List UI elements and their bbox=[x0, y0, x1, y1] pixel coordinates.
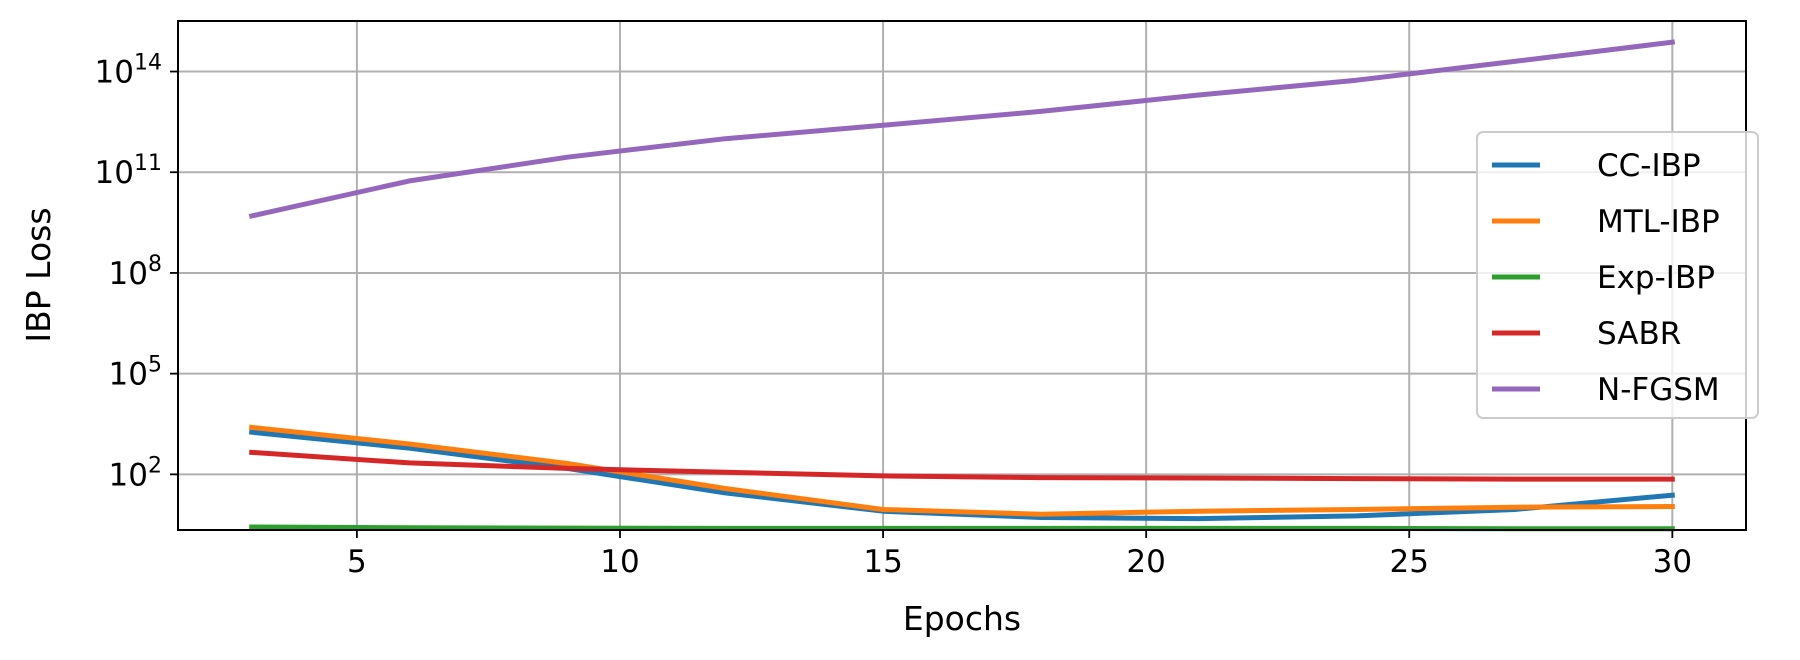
x-tick-label: 25 bbox=[1390, 544, 1429, 580]
y-tick-label: 1014 bbox=[95, 51, 162, 91]
legend-label: SABR bbox=[1597, 316, 1681, 352]
x-axis-label: Epochs bbox=[903, 599, 1021, 638]
series-line-sabr bbox=[249, 449, 1675, 482]
legend-label: N-FGSM bbox=[1597, 372, 1720, 408]
legend-box bbox=[1476, 131, 1759, 419]
series-line-exp-ibp bbox=[249, 524, 1675, 532]
x-tick-label: 20 bbox=[1126, 544, 1165, 580]
x-tick-label: 15 bbox=[863, 544, 902, 580]
series-layer bbox=[248, 39, 1676, 532]
series-line-n-fgsm bbox=[248, 39, 1676, 219]
y-tick-label: 105 bbox=[109, 353, 162, 393]
series-line-mtl-ibp bbox=[248, 424, 1675, 517]
y-tick-label: 1011 bbox=[95, 151, 162, 191]
y-tick-label: 108 bbox=[109, 252, 162, 292]
x-tick-label: 30 bbox=[1653, 544, 1692, 580]
y-axis-label: IBP Loss bbox=[19, 207, 58, 342]
legend-label: MTL-IBP bbox=[1597, 204, 1720, 240]
x-tick-label: 10 bbox=[600, 544, 639, 580]
x-tick-label: 5 bbox=[347, 544, 367, 580]
tick-layer: 5 10 15 20 25 30 102 105 108 1011 1014 bbox=[95, 51, 1693, 580]
legend-label: Exp-IBP bbox=[1597, 260, 1715, 296]
legend-label: CC-IBP bbox=[1597, 148, 1701, 184]
y-tick-label: 102 bbox=[109, 453, 162, 493]
legend: CC-IBP MTL-IBP Exp-IBP SABR N-FGSM bbox=[1476, 131, 1759, 419]
